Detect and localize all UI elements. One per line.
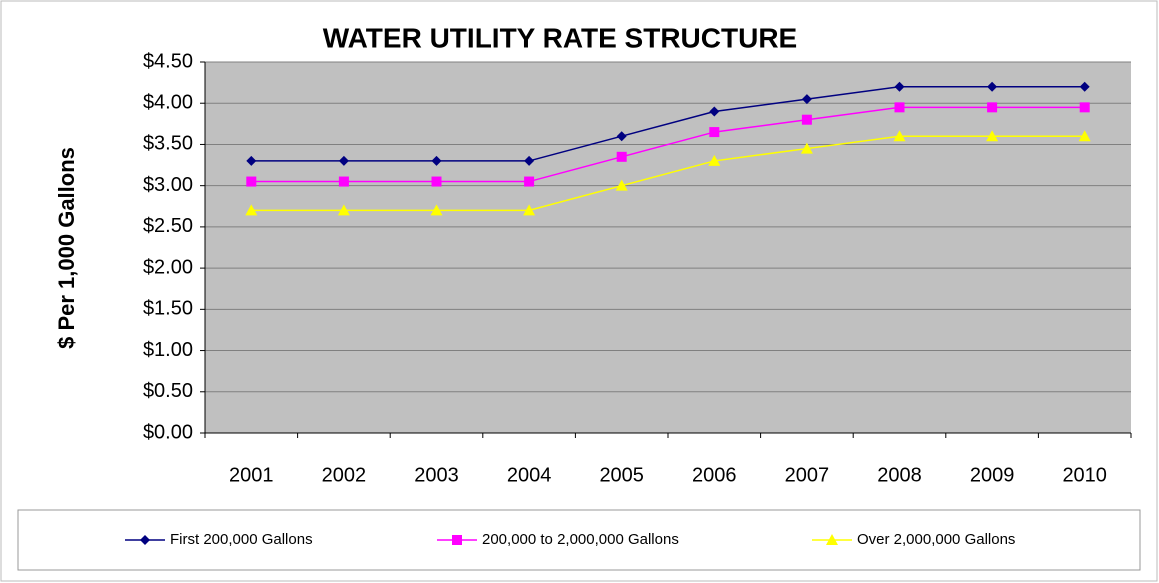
marker [709, 127, 720, 138]
marker [430, 204, 443, 216]
y-tick-label: $4.00 [143, 92, 193, 114]
marker [826, 534, 838, 545]
x-tick-label: 2001 [229, 464, 274, 486]
x-tick-label: 2009 [970, 464, 1015, 486]
y-tick-label: $0.50 [143, 380, 193, 402]
marker [616, 151, 627, 162]
marker [893, 130, 906, 142]
series-line [251, 85, 1085, 162]
x-tick-label: 2005 [599, 464, 644, 486]
x-tick-label: 2010 [1062, 464, 1107, 486]
marker [709, 106, 720, 117]
y-tick-label: $1.50 [143, 298, 193, 320]
marker [431, 176, 442, 187]
marker [338, 155, 349, 166]
marker [894, 81, 905, 92]
marker [616, 131, 627, 142]
legend-label: Over 2,000,000 Gallons [857, 531, 1015, 548]
x-tick-label: 2006 [692, 464, 737, 486]
y-tick-label: $4.50 [143, 50, 193, 72]
marker [337, 204, 350, 216]
series-line [251, 106, 1085, 183]
marker [1079, 81, 1090, 92]
marker [245, 204, 258, 216]
legend-label: 200,000 to 2,000,000 Gallons [482, 531, 679, 548]
marker [246, 176, 257, 187]
marker [524, 155, 535, 166]
x-tick-label: 2003 [414, 464, 459, 486]
marker [986, 130, 999, 142]
marker [708, 154, 721, 166]
marker [431, 155, 442, 166]
y-tick-label: $2.00 [143, 256, 193, 278]
marker [615, 179, 628, 191]
marker [894, 102, 905, 113]
legend-box [17, 509, 1141, 571]
marker [1078, 130, 1091, 142]
marker [452, 535, 462, 545]
marker [801, 114, 812, 125]
marker [523, 204, 536, 216]
y-tick-label: $2.50 [143, 215, 193, 237]
y-tick-label: $3.50 [143, 133, 193, 155]
x-tick-label: 2004 [507, 464, 552, 486]
series-line [251, 135, 1085, 212]
y-tick-label: $0.00 [143, 421, 193, 443]
marker [800, 142, 813, 154]
marker [246, 155, 257, 166]
marker [140, 535, 150, 545]
chart-title: WATER UTILITY RATE STRUCTURE [323, 22, 797, 53]
x-tick-label: 2008 [877, 464, 922, 486]
y-axis-label: $ Per 1,000 Gallons [54, 147, 79, 349]
legend-label: First 200,000 Gallons [170, 531, 313, 548]
x-tick-label: 2002 [322, 464, 367, 486]
y-tick-label: $1.00 [143, 339, 193, 361]
y-tick-label: $3.00 [143, 174, 193, 196]
marker [987, 81, 998, 92]
plot-background [205, 62, 1131, 433]
marker [801, 94, 812, 105]
marker [1079, 102, 1090, 113]
x-tick-label: 2007 [785, 464, 830, 486]
marker [524, 176, 535, 187]
marker [338, 176, 349, 187]
marker [987, 102, 998, 113]
